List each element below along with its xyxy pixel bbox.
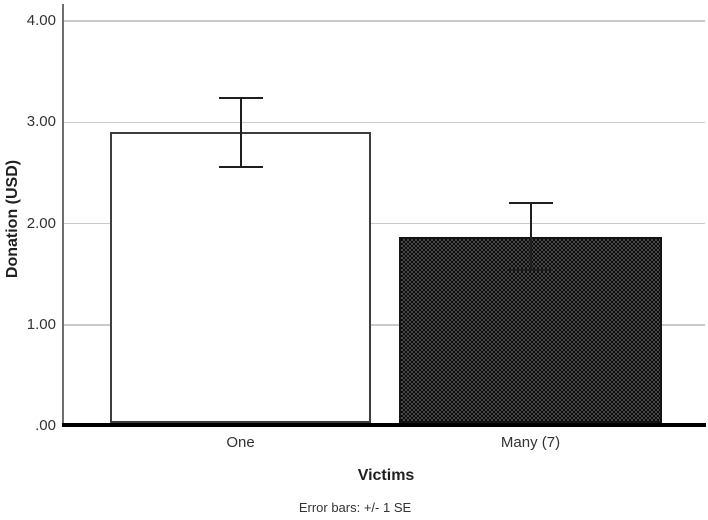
y-axis-line — [62, 4, 64, 427]
error-bar-many-line — [529, 202, 532, 272]
y-tick-label-200: 2.00 — [26, 214, 56, 232]
bar-one — [110, 132, 371, 423]
y-tick-label-400: 4.00 — [26, 12, 56, 29]
y-tick-label-000: .00 — [35, 417, 56, 434]
gridline-2 — [63, 222, 705, 225]
x-axis-line — [62, 423, 706, 427]
gridline-4 — [63, 20, 705, 22]
gridline-1 — [63, 324, 705, 326]
error-bars-caption: Error bars: +/- 1 SE — [298, 500, 412, 515]
gridline-3 — [63, 121, 705, 123]
bar-many — [399, 236, 662, 423]
error-bar-one-cap-top — [218, 96, 263, 99]
error-bar-many-cap-top — [508, 202, 553, 205]
x-tick-label-one: One — [226, 434, 255, 451]
error-bar-one-cap-bottom — [218, 165, 263, 168]
error-bar-one-line — [239, 96, 242, 168]
x-axis-title: Victims — [357, 467, 415, 484]
y-tick-label-300: 3.00 — [26, 113, 56, 131]
error-bar-many-cap-bottom — [508, 269, 553, 272]
y-tick-label-100: 1.00 — [26, 315, 56, 333]
x-tick-label-many: Many (7) — [500, 434, 561, 451]
